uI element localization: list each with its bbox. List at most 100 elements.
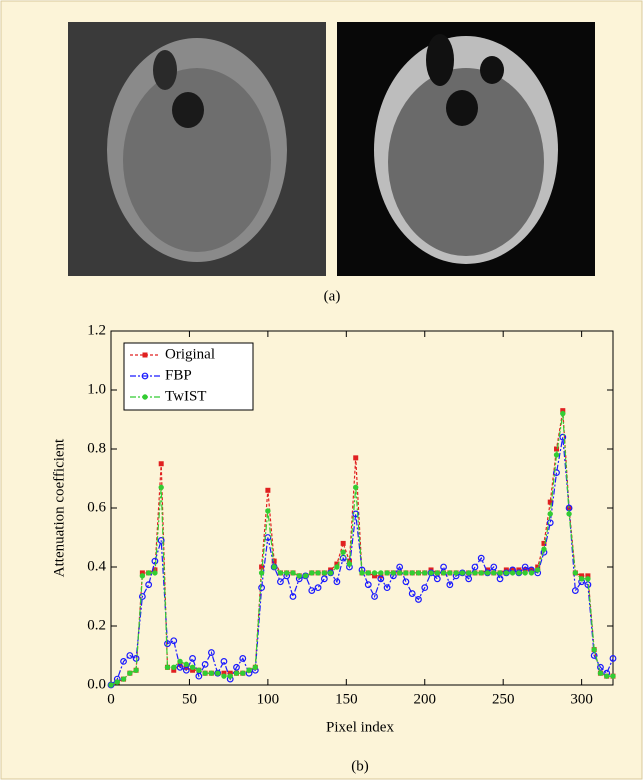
ct-image-right (337, 22, 595, 276)
marker (214, 670, 221, 676)
marker (120, 676, 127, 682)
marker (208, 670, 215, 676)
marker (383, 584, 391, 592)
legend-marker (141, 372, 149, 380)
marker (195, 672, 203, 680)
marker (196, 667, 202, 673)
marker (277, 578, 284, 586)
marker (340, 549, 346, 555)
marker (497, 570, 503, 576)
marker (535, 567, 541, 573)
x-tick-label: 100 (257, 691, 280, 707)
marker (252, 664, 259, 670)
marker (227, 673, 233, 679)
marker (553, 452, 560, 458)
marker (403, 570, 409, 576)
marker (207, 649, 215, 656)
legend-label: FBP (165, 367, 192, 383)
marker (553, 469, 560, 477)
marker (183, 661, 190, 668)
marker (108, 682, 114, 688)
marker (440, 570, 447, 576)
marker (428, 570, 434, 576)
x-axis-label: Pixel index (326, 719, 394, 735)
marker (509, 570, 516, 576)
marker (164, 640, 171, 648)
legend-marker (142, 394, 148, 400)
marker (396, 563, 404, 571)
marker (271, 558, 277, 564)
marker (334, 564, 340, 570)
y-tick-label: 0.8 (87, 440, 106, 456)
marker (472, 570, 478, 576)
y-tick-label: 0.2 (87, 617, 106, 633)
y-tick-label: 1.2 (87, 322, 106, 338)
marker (371, 570, 378, 576)
marker (434, 570, 440, 576)
marker (371, 593, 378, 600)
marker (246, 667, 252, 673)
x-tick-label: 200 (414, 691, 437, 707)
marker (221, 673, 227, 679)
marker (271, 564, 277, 570)
marker (597, 670, 604, 676)
marker (290, 570, 296, 576)
marker (421, 584, 429, 592)
marker (433, 575, 441, 583)
marker (359, 570, 365, 576)
marker (447, 570, 453, 576)
marker (308, 587, 316, 594)
y-tick-label: 0.4 (87, 558, 106, 574)
marker (289, 593, 297, 600)
marker (478, 570, 484, 576)
marker (571, 587, 579, 594)
marker (145, 581, 153, 589)
marker (302, 573, 309, 579)
marker (171, 664, 177, 670)
marker (309, 570, 315, 576)
marker (547, 511, 553, 517)
marker (352, 510, 360, 518)
marker (157, 537, 165, 544)
marker (320, 575, 328, 583)
marker (528, 570, 535, 576)
marker (176, 663, 184, 671)
marker (384, 570, 390, 576)
marker (182, 666, 190, 674)
marker (365, 570, 371, 576)
marker (189, 655, 196, 662)
marker (265, 487, 271, 493)
marker (240, 670, 246, 676)
x-tick-label: 50 (182, 691, 197, 707)
marker (201, 660, 209, 668)
marker (560, 410, 566, 417)
marker (415, 570, 422, 576)
x-tick-label: 300 (570, 691, 593, 707)
caption: (b) (351, 758, 369, 774)
marker (138, 593, 146, 600)
ct-image-left (68, 22, 326, 276)
marker (572, 570, 579, 576)
marker (459, 570, 466, 576)
y-axis-label: Attenuation coefficient (51, 438, 67, 577)
marker (597, 663, 604, 671)
marker (339, 554, 347, 562)
marker (516, 570, 522, 576)
marker (152, 570, 158, 576)
y-tick-label: 0.0 (87, 676, 106, 692)
marker (220, 658, 228, 665)
marker (120, 658, 127, 665)
marker (378, 570, 384, 576)
marker (566, 511, 572, 517)
marker (609, 655, 617, 662)
marker (364, 581, 372, 589)
marker (408, 590, 416, 597)
marker (239, 655, 247, 662)
marker (158, 461, 164, 467)
marker (440, 563, 447, 571)
x-tick-label: 0 (107, 691, 115, 707)
marker (258, 570, 265, 576)
marker (353, 455, 359, 461)
marker (496, 575, 504, 583)
marker (170, 637, 178, 645)
